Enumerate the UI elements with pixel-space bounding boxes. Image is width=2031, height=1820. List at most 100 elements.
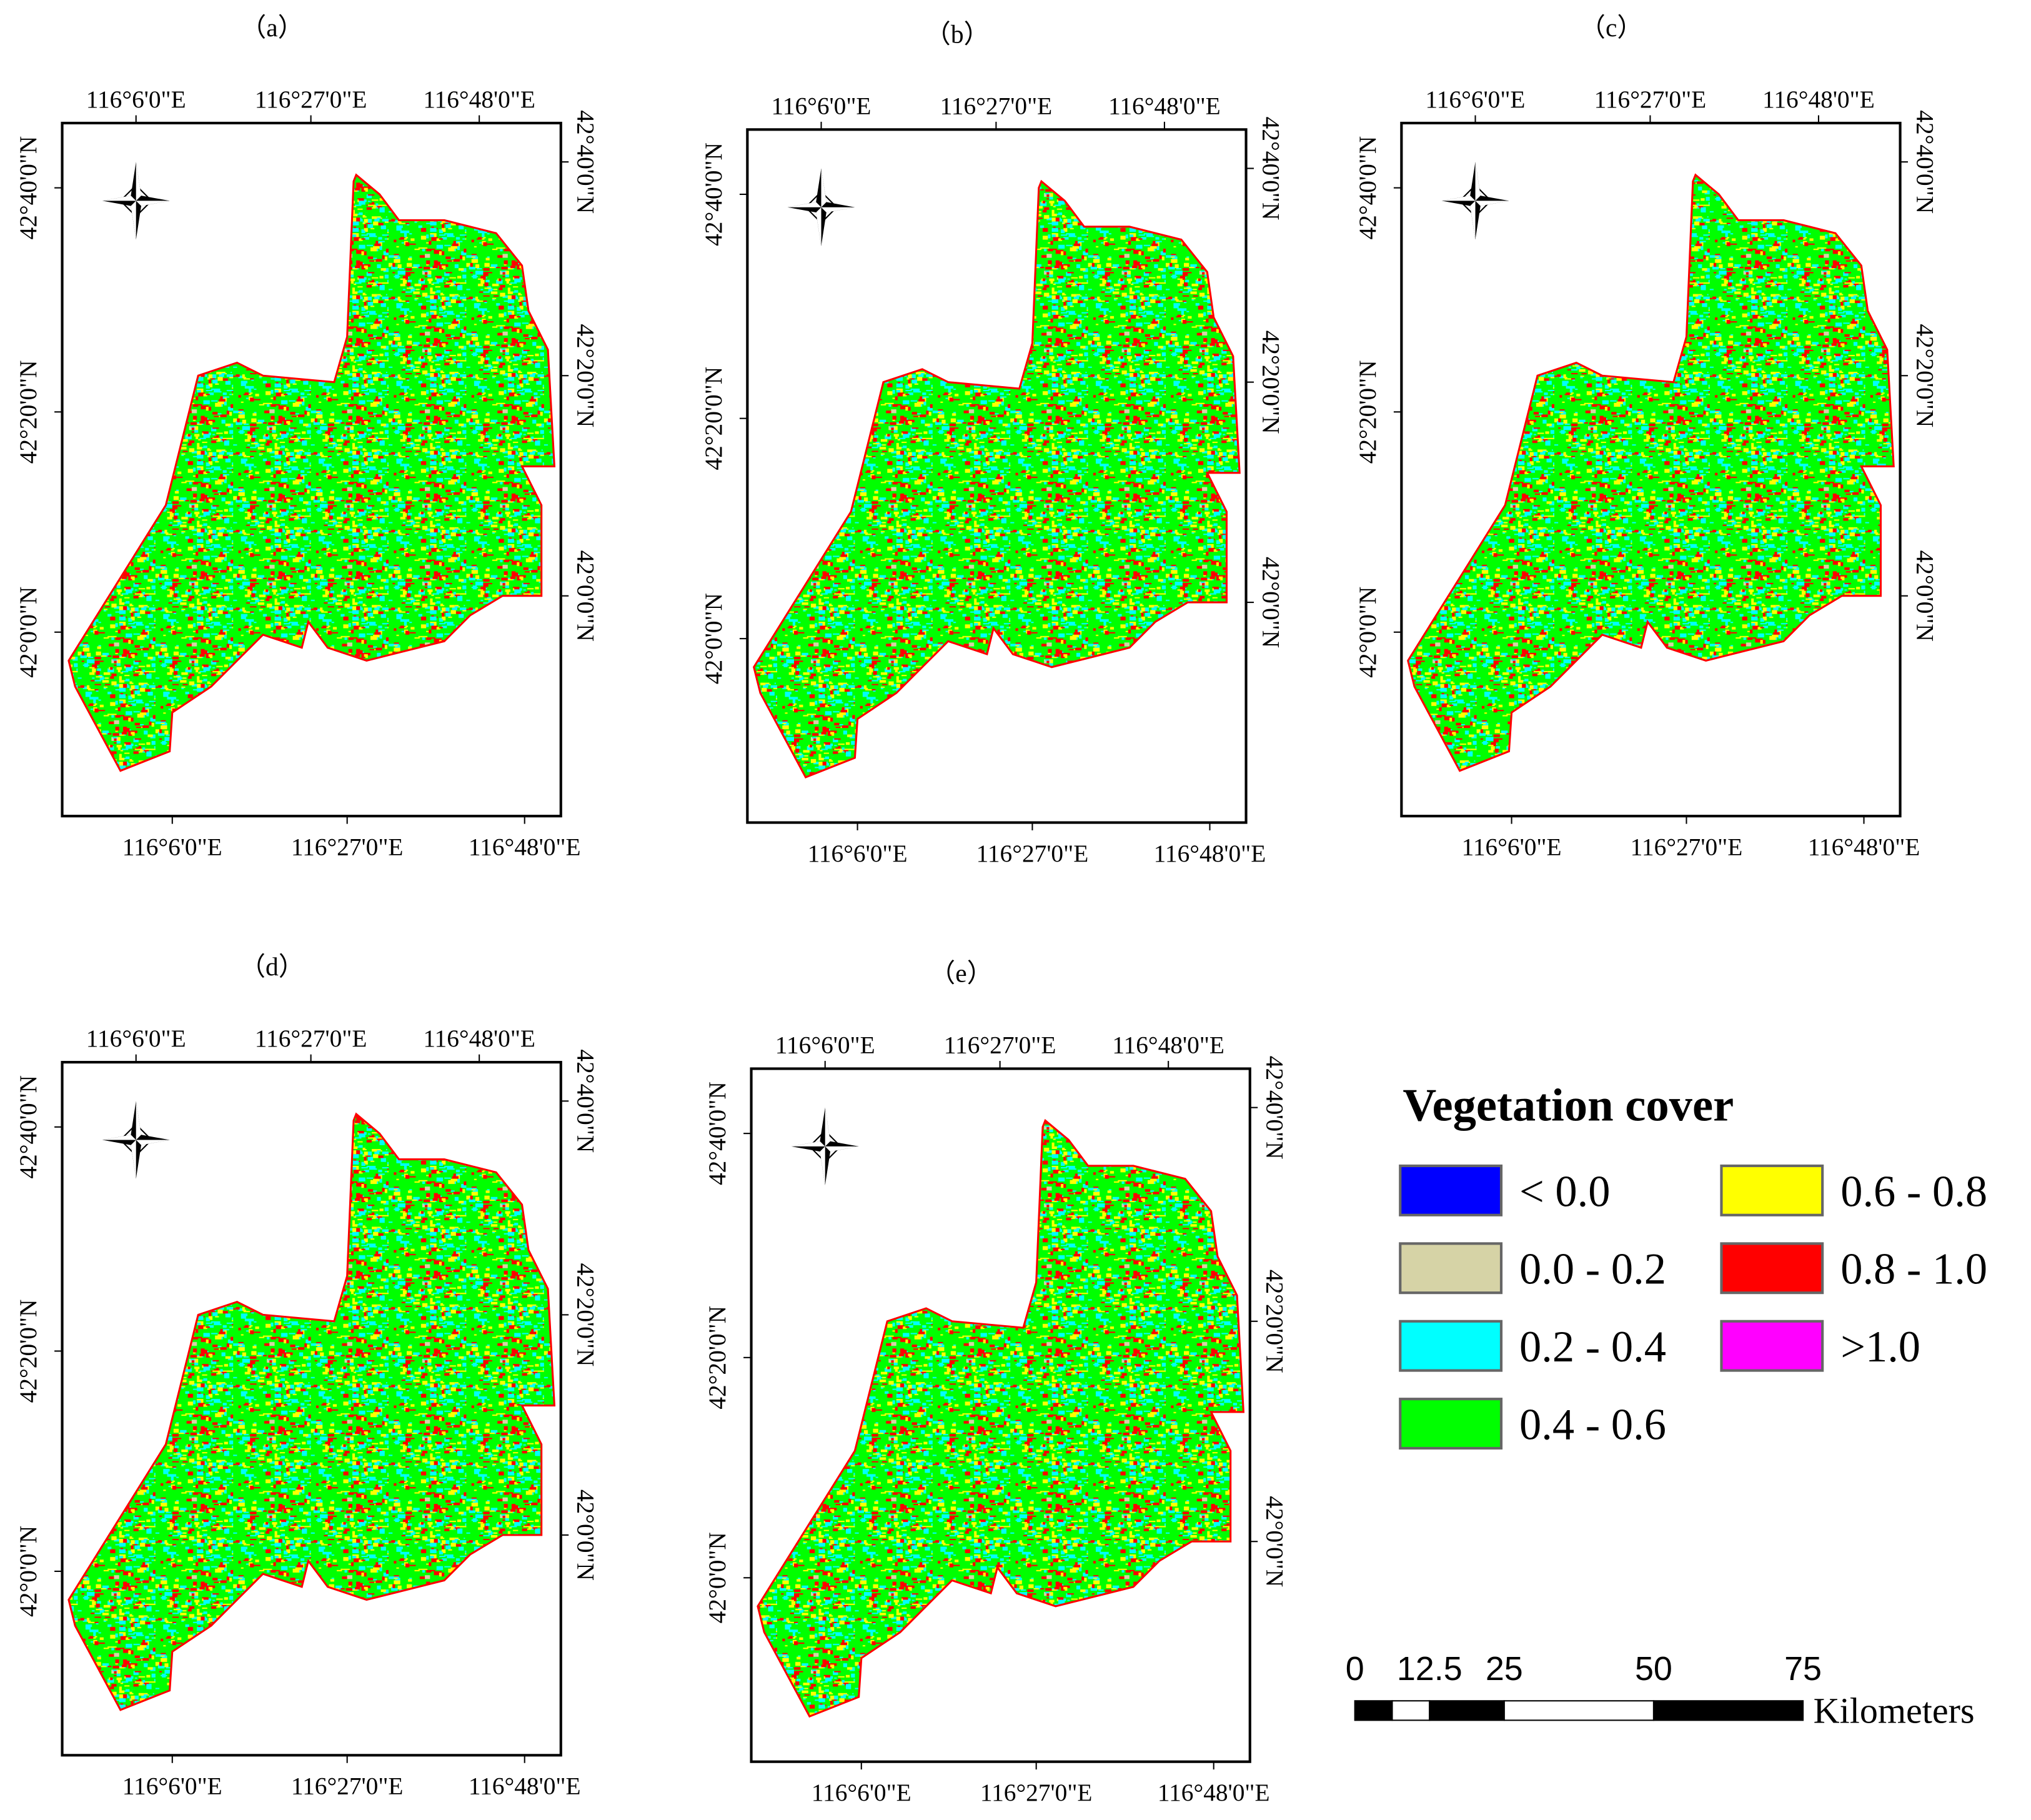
left-coordinate: 42°20'0"N bbox=[1354, 360, 1381, 464]
panel-label: （b） bbox=[925, 19, 990, 48]
scale-segment bbox=[1652, 1700, 1804, 1721]
left-coordinate: 42°20'0"N bbox=[14, 1300, 42, 1403]
compass bbox=[102, 1101, 170, 1179]
right-coordinate: 42°40'0"N bbox=[572, 1049, 600, 1153]
top-coordinate: 116°6'0"E bbox=[1426, 86, 1526, 113]
compass-star bbox=[102, 162, 170, 240]
top-coordinate: 116°6'0"E bbox=[86, 1025, 186, 1052]
bottom-coordinate: 116°48'0"E bbox=[1154, 840, 1266, 867]
compass-star bbox=[102, 1101, 170, 1179]
right-coordinate: 42°20'0"N bbox=[1258, 331, 1285, 434]
right-coordinate: 42°40'0"N bbox=[1912, 110, 1939, 214]
legend-swatch bbox=[1399, 1320, 1503, 1372]
right-coordinate: 42°0'0"N bbox=[1261, 1496, 1289, 1587]
right-coordinate: 42°40'0"N bbox=[1261, 1056, 1289, 1160]
right-coordinate: 42°20'0"N bbox=[572, 1263, 600, 1367]
bottom-coordinate: 116°27'0"E bbox=[976, 840, 1089, 867]
right-coordinate: 42°40'0"N bbox=[1258, 117, 1285, 221]
compass-star bbox=[102, 162, 170, 240]
legend-label: 0.6 - 0.8 bbox=[1840, 1167, 1987, 1216]
left-coordinate: 42°40'0"N bbox=[14, 1075, 42, 1179]
left-coordinate: 42°0'0"N bbox=[14, 587, 42, 678]
scale-label: 75 bbox=[1784, 1650, 1822, 1688]
left-coordinate: 42°0'0"N bbox=[703, 1532, 731, 1623]
study-area bbox=[67, 173, 556, 772]
compass-star bbox=[1441, 162, 1509, 240]
top-coordinate: 116°6'0"E bbox=[772, 92, 871, 119]
legend-label: < 0.0 bbox=[1519, 1167, 1610, 1216]
top-coordinate: 116°27'0"E bbox=[255, 86, 367, 113]
compass-star bbox=[787, 168, 855, 246]
bottom-coordinate: 116°27'0"E bbox=[291, 833, 404, 860]
legend-label: 0.8 - 1.0 bbox=[1840, 1245, 1987, 1294]
scale-segment bbox=[1503, 1700, 1654, 1721]
right-coordinate: 42°20'0"N bbox=[1912, 324, 1939, 427]
left-coordinate: 42°20'0"N bbox=[700, 367, 727, 470]
top-coordinate: 116°27'0"E bbox=[255, 1025, 367, 1052]
bottom-coordinate: 116°48'0"E bbox=[469, 833, 581, 860]
left-coordinate: 42°20'0"N bbox=[14, 360, 42, 464]
study-area bbox=[1407, 173, 1895, 772]
legend-label: 0.2 - 0.4 bbox=[1519, 1323, 1666, 1371]
legend-swatch bbox=[1720, 1164, 1824, 1216]
scale-segment bbox=[1391, 1700, 1431, 1721]
panel-label: （a） bbox=[241, 13, 304, 42]
map-panel: （e） 116°6'0"E 116°27'0"E 116°48'0"E 116°6'0"… bbox=[703, 959, 1289, 1806]
panel-label: （e） bbox=[930, 959, 993, 988]
top-coordinate: 116°48'0"E bbox=[423, 86, 535, 113]
right-coordinate: 42°20'0"N bbox=[1261, 1270, 1289, 1373]
left-coordinate: 42°40'0"N bbox=[703, 1082, 731, 1185]
bottom-coordinate: 116°27'0"E bbox=[1631, 833, 1743, 860]
bottom-coordinate: 116°6'0"E bbox=[1462, 833, 1562, 860]
left-coordinate: 42°0'0"N bbox=[700, 593, 727, 684]
left-coordinate: 42°40'0"N bbox=[1354, 136, 1381, 240]
top-coordinate: 116°6'0"E bbox=[775, 1032, 875, 1059]
top-coordinate: 116°27'0"E bbox=[1594, 86, 1707, 113]
map-panel: （d） 116°6'0"E 116°27'0"E 116°48'0"E 116°6'0"… bbox=[14, 952, 600, 1799]
left-coordinate: 42°0'0"N bbox=[14, 1526, 42, 1617]
top-coordinate: 116°48'0"E bbox=[1112, 1032, 1224, 1059]
left-coordinate: 42°40'0"N bbox=[14, 136, 42, 240]
compass bbox=[791, 1107, 859, 1186]
right-coordinate: 42°40'0"N bbox=[572, 110, 600, 214]
study-area bbox=[757, 1118, 1245, 1718]
right-coordinate: 42°0'0"N bbox=[1258, 557, 1285, 648]
panel-label: （d） bbox=[240, 952, 305, 981]
top-coordinate: 116°48'0"E bbox=[1762, 86, 1875, 113]
bottom-coordinate: 116°6'0"E bbox=[808, 840, 908, 867]
compass-star bbox=[1441, 162, 1509, 240]
study-area bbox=[67, 1112, 556, 1711]
top-coordinate: 116°27'0"E bbox=[940, 92, 1053, 119]
scale-label: 12.5 bbox=[1397, 1650, 1462, 1688]
bottom-coordinate: 116°48'0"E bbox=[1808, 833, 1920, 860]
top-coordinate: 116°27'0"E bbox=[944, 1032, 1056, 1059]
scale-unit: Kilometers bbox=[1814, 1691, 1975, 1731]
bottom-coordinate: 116°6'0"E bbox=[122, 833, 222, 860]
legend-swatch bbox=[1399, 1242, 1503, 1295]
top-coordinate: 116°6'0"E bbox=[86, 86, 186, 113]
bottom-coordinate: 116°6'0"E bbox=[122, 1773, 222, 1800]
right-coordinate: 42°0'0"N bbox=[572, 550, 600, 642]
map-panel: （a） 116°6'0"E 116°27'0"E 116°48'0"E 116°6'0"… bbox=[14, 13, 600, 860]
legend-title: Vegetation cover bbox=[1403, 1079, 1734, 1131]
left-coordinate: 42°40'0"N bbox=[700, 142, 727, 246]
scale-segment bbox=[1354, 1700, 1393, 1721]
top-coordinate: 116°48'0"E bbox=[1108, 92, 1221, 119]
bottom-coordinate: 116°6'0"E bbox=[812, 1779, 911, 1806]
legend-swatch bbox=[1720, 1320, 1824, 1372]
bottom-coordinate: 116°27'0"E bbox=[980, 1779, 1093, 1806]
compass bbox=[787, 168, 855, 246]
compass bbox=[1441, 162, 1509, 240]
compass bbox=[102, 162, 170, 240]
scale-label: 50 bbox=[1635, 1650, 1672, 1688]
panel-label: （c） bbox=[1580, 13, 1643, 42]
bottom-coordinate: 116°48'0"E bbox=[469, 1773, 581, 1800]
legend-label: 0.0 - 0.2 bbox=[1519, 1245, 1666, 1294]
scale-segment bbox=[1429, 1700, 1505, 1721]
study-area bbox=[753, 179, 1241, 778]
left-coordinate: 42°20'0"N bbox=[703, 1306, 731, 1410]
scale-label: 25 bbox=[1486, 1650, 1523, 1688]
right-coordinate: 42°0'0"N bbox=[1912, 550, 1939, 642]
